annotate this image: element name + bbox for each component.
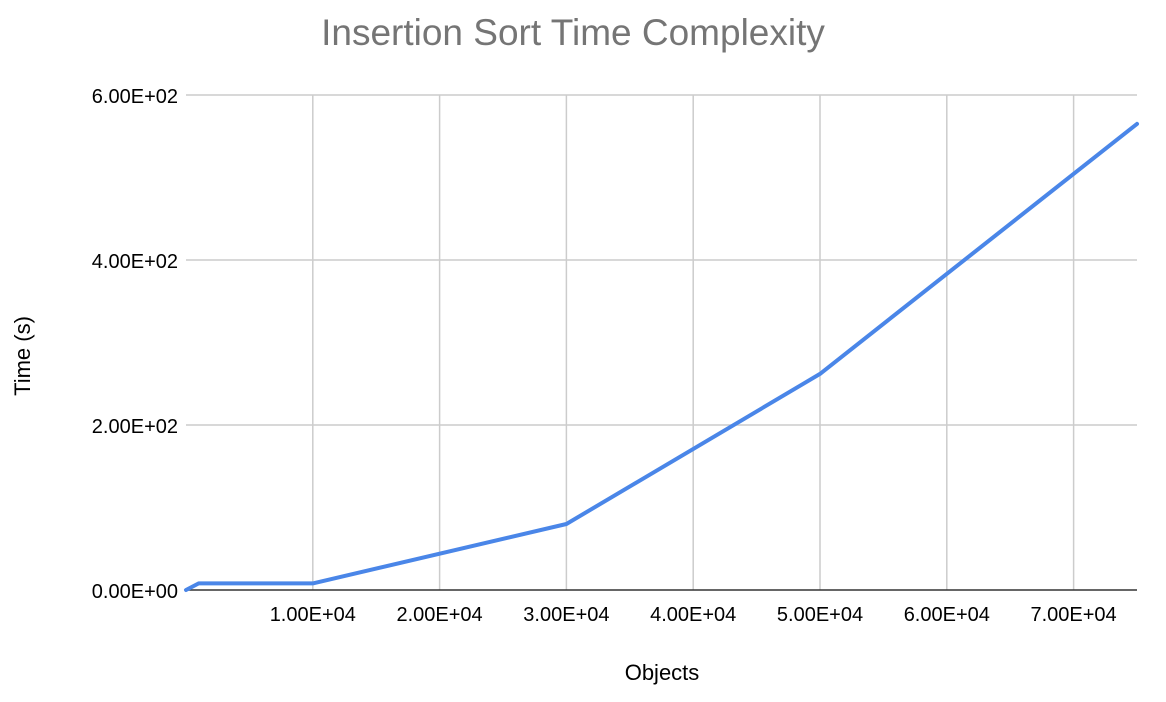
x-axis-label: Objects [624, 660, 700, 685]
y-tick-label: 2.00E+02 [92, 416, 178, 438]
tick-labels: 0.00E+00 2.00E+02 4.00E+02 6.00E+02 1.00E+04… [92, 86, 1117, 626]
x-tick-label: 2.00E+04 [396, 604, 482, 626]
data-point [312, 582, 314, 584]
data-point [565, 523, 567, 525]
x-tick-label: 6.00E+04 [904, 604, 990, 626]
data-point [819, 373, 821, 375]
data-point [198, 582, 200, 584]
series [184, 121, 1139, 592]
data-point [1136, 123, 1138, 125]
series-line [184, 121, 1139, 592]
x-tick-label: 1.00E+04 [270, 604, 356, 626]
y-tick-label: 6.00E+02 [92, 86, 178, 108]
x-tick-label: 3.00E+04 [523, 604, 609, 626]
grid [186, 94, 1137, 590]
y-tick-label: 0.00E+00 [92, 581, 178, 603]
data-point [185, 589, 187, 591]
y-tick-label: 4.00E+02 [92, 251, 178, 273]
x-tick-label: 7.00E+04 [1030, 604, 1116, 626]
x-tick-label: 4.00E+04 [650, 604, 736, 626]
chart-title: Insertion Sort Time Complexity [321, 12, 825, 53]
y-axis-label: Time (s) [10, 316, 35, 396]
x-tick-label: 5.00E+04 [777, 604, 863, 626]
